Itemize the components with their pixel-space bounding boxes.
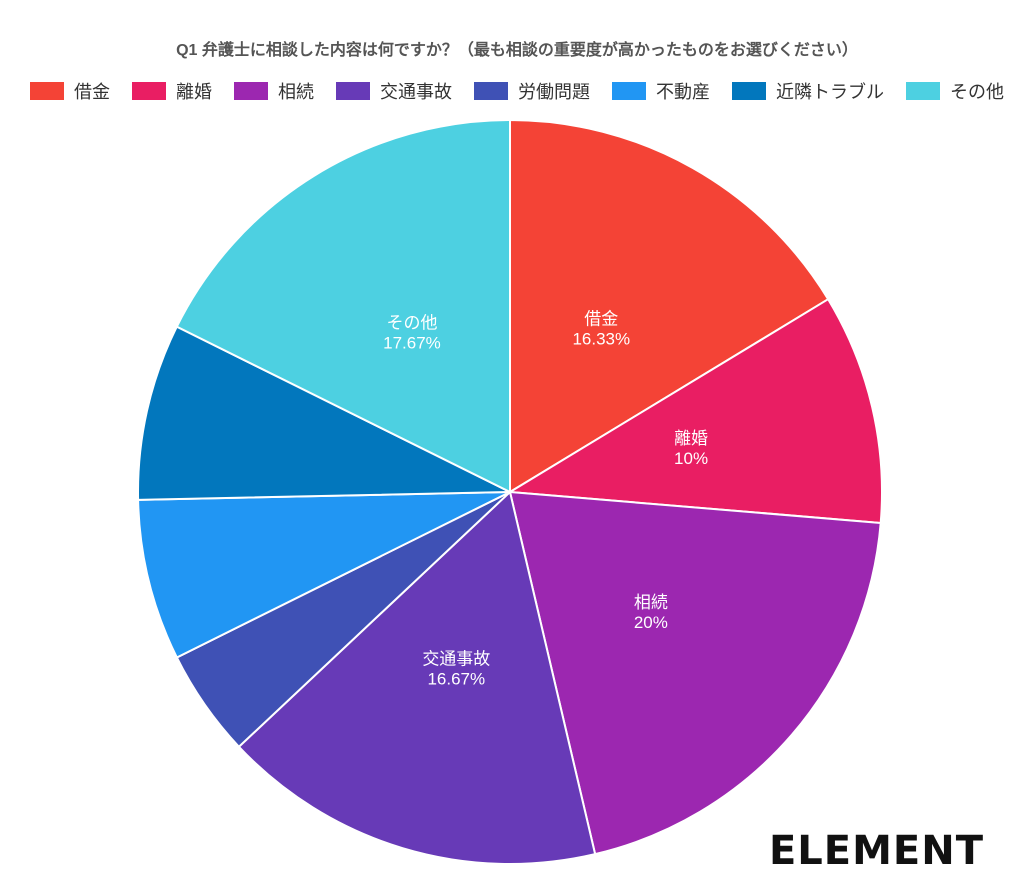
- legend-item: 不動産: [612, 78, 710, 104]
- legend-label: 労働問題: [518, 82, 590, 102]
- slice-value-label: 17.67%: [383, 333, 441, 352]
- slice-category-label: その他: [386, 313, 437, 332]
- legend-swatch: [234, 82, 268, 100]
- slice-value-label: 20%: [634, 613, 668, 632]
- legend: 借金 離婚 相続 交通事故 労働問題 不動産 近隣トラブル その他: [0, 78, 1034, 104]
- pie-slice: [237, 490, 597, 865]
- legend-item: 離婚: [132, 78, 212, 104]
- legend-label: 近隣トラブル: [776, 82, 884, 102]
- legend-label: その他: [950, 82, 1004, 102]
- legend-item: 借金: [30, 78, 110, 104]
- slice-value-label: 10%: [674, 449, 708, 468]
- legend-item: 労働問題: [474, 78, 590, 104]
- legend-item: 近隣トラブル: [732, 78, 884, 104]
- logo: ELEMENT: [768, 828, 984, 874]
- slice-category-label: 離婚: [674, 429, 708, 448]
- slice-value-label: 16.33%: [572, 329, 630, 348]
- legend-label: 借金: [74, 82, 110, 102]
- pie-slice: [509, 118, 830, 494]
- legend-label: 不動産: [656, 82, 710, 102]
- legend-swatch: [132, 82, 166, 100]
- legend-item: 相続: [234, 78, 314, 104]
- pie-slice: [506, 297, 883, 525]
- pie-slice: [508, 490, 882, 856]
- legend-label: 相続: [278, 82, 314, 102]
- slice-value-label: 16.67%: [427, 670, 485, 689]
- legend-item: その他: [906, 78, 1004, 104]
- legend-label: 交通事故: [380, 82, 452, 102]
- legend-swatch: [336, 82, 370, 100]
- legend-swatch: [474, 82, 508, 100]
- legend-item: 交通事故: [336, 78, 452, 104]
- pie-slice: [137, 491, 511, 659]
- legend-swatch: [30, 82, 64, 100]
- legend-swatch: [732, 82, 766, 100]
- pie-slice: [175, 118, 511, 494]
- slice-category-label: 相続: [634, 593, 668, 612]
- legend-swatch: [612, 82, 646, 100]
- chart-title: Q1 弁護士に相談した内容は何ですか？（最も相談の重要度が高かったものをお選びく…: [176, 42, 858, 59]
- slice-category-label: 交通事故: [422, 650, 490, 669]
- legend-label: 離婚: [176, 82, 212, 102]
- legend-swatch: [906, 82, 940, 100]
- pie-slice: [137, 325, 511, 501]
- slice-category-label: 借金: [584, 309, 618, 328]
